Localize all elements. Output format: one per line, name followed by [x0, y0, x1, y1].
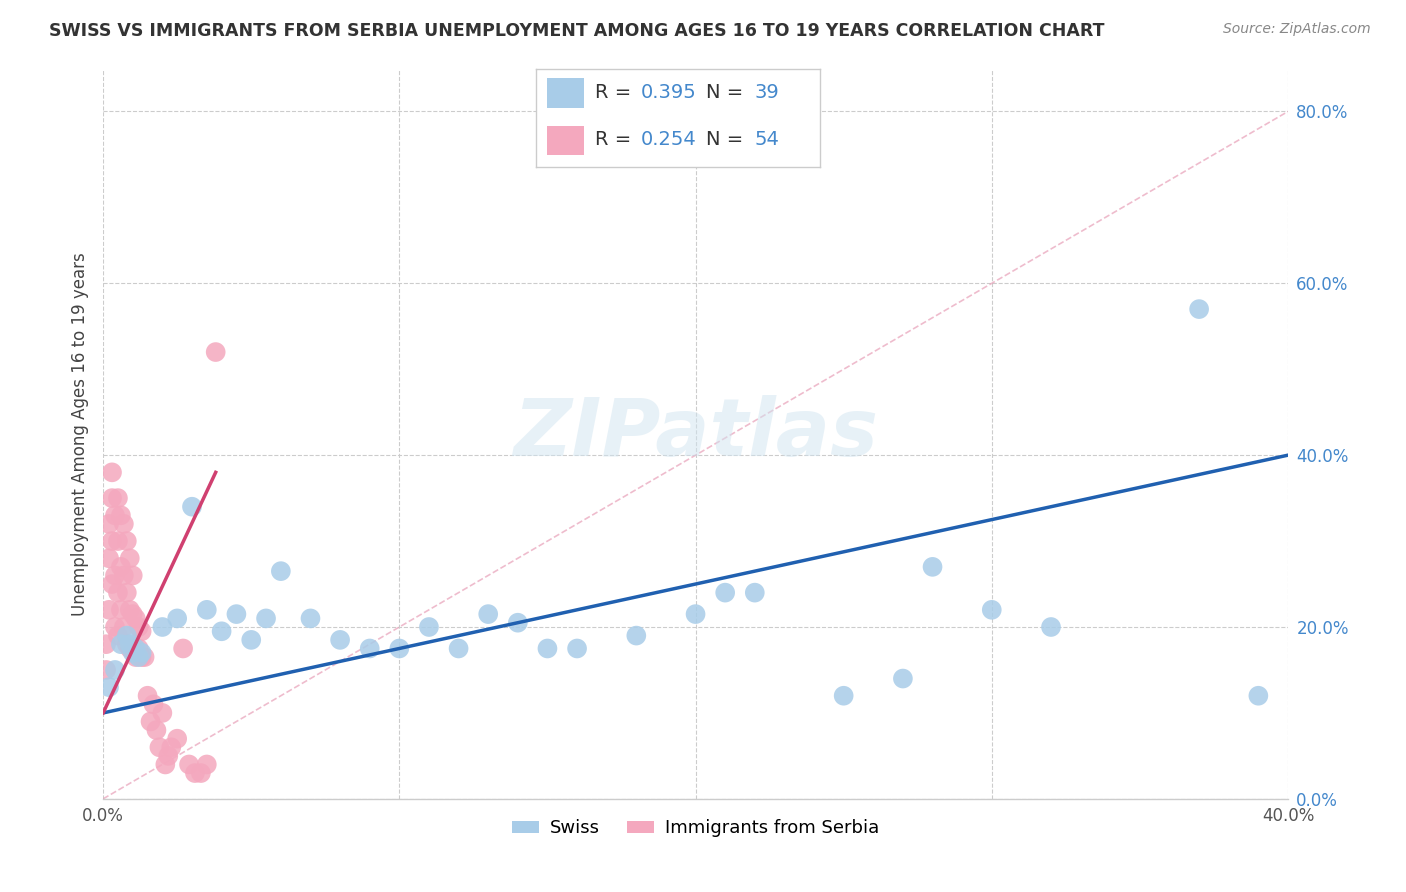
Point: [157, 748, 180, 763]
Point: [131, 624, 153, 639]
Text: SWISS VS IMMIGRANTS FROM SERBIA UNEMPLOYMENT AMONG AGES 16 TO 19 YEARS CORRELATI: SWISS VS IMMIGRANTS FROM SERBIA UNEMPLOY…: [49, 22, 1105, 40]
Point: [166, 611, 188, 625]
Point: [626, 629, 648, 643]
Point: [98, 551, 121, 566]
Point: [134, 650, 156, 665]
Point: [125, 611, 148, 625]
Point: [107, 585, 129, 599]
Text: ZIPatlas: ZIPatlas: [513, 394, 879, 473]
Point: [104, 508, 127, 523]
Point: [150, 620, 173, 634]
Point: [506, 615, 529, 630]
Point: [101, 534, 124, 549]
Point: [744, 585, 766, 599]
Point: [477, 607, 499, 621]
Point: [104, 663, 127, 677]
Point: [110, 559, 132, 574]
Point: [101, 466, 124, 480]
Point: [172, 641, 194, 656]
Point: [1188, 302, 1211, 317]
Point: [115, 585, 138, 599]
Text: Source: ZipAtlas.com: Source: ZipAtlas.com: [1223, 22, 1371, 37]
Point: [139, 714, 162, 729]
Point: [832, 689, 855, 703]
Point: [118, 641, 141, 656]
Point: [107, 629, 129, 643]
Point: [150, 706, 173, 720]
Point: [148, 740, 170, 755]
Point: [118, 603, 141, 617]
Point: [128, 620, 150, 634]
Point: [921, 559, 943, 574]
Legend: Swiss, Immigrants from Serbia: Swiss, Immigrants from Serbia: [505, 812, 886, 845]
Point: [104, 568, 127, 582]
Point: [195, 757, 218, 772]
Point: [101, 491, 124, 505]
Y-axis label: Unemployment Among Ages 16 to 19 years: Unemployment Among Ages 16 to 19 years: [72, 252, 89, 615]
Point: [125, 650, 148, 665]
Point: [204, 345, 226, 359]
Point: [115, 637, 138, 651]
Point: [254, 611, 277, 625]
Point: [131, 650, 153, 665]
Point: [329, 632, 352, 647]
Point: [115, 534, 138, 549]
Point: [177, 757, 200, 772]
Point: [118, 637, 141, 651]
Point: [94, 663, 117, 677]
Point: [110, 637, 132, 651]
Point: [270, 564, 292, 578]
Point: [418, 620, 440, 634]
Point: [166, 731, 188, 746]
Point: [128, 650, 150, 665]
Point: [359, 641, 381, 656]
Point: [211, 624, 233, 639]
Point: [299, 611, 322, 625]
Point: [112, 516, 135, 531]
Point: [225, 607, 247, 621]
Point: [447, 641, 470, 656]
Point: [98, 603, 121, 617]
Point: [195, 603, 218, 617]
Point: [98, 516, 121, 531]
Point: [565, 641, 588, 656]
Point: [121, 641, 143, 656]
Point: [94, 637, 117, 651]
Point: [98, 680, 121, 694]
Point: [107, 534, 129, 549]
Point: [101, 577, 124, 591]
Point: [980, 603, 1002, 617]
Point: [184, 766, 207, 780]
Point: [107, 491, 129, 505]
Point: [104, 620, 127, 634]
Point: [181, 500, 204, 514]
Point: [118, 551, 141, 566]
Point: [121, 646, 143, 660]
Point: [155, 757, 177, 772]
Point: [1247, 689, 1270, 703]
Point: [110, 508, 132, 523]
Point: [1040, 620, 1063, 634]
Point: [714, 585, 737, 599]
Point: [112, 620, 135, 634]
Point: [136, 689, 159, 703]
Point: [536, 641, 558, 656]
Point: [121, 568, 143, 582]
Point: [891, 672, 914, 686]
Point: [110, 603, 132, 617]
Point: [388, 641, 411, 656]
Point: [121, 607, 143, 621]
Point: [145, 723, 167, 737]
Point: [160, 740, 183, 755]
Point: [115, 629, 138, 643]
Point: [125, 641, 148, 656]
Point: [685, 607, 707, 621]
Point: [190, 766, 212, 780]
Point: [240, 632, 263, 647]
Point: [128, 641, 150, 656]
Point: [131, 646, 153, 660]
Point: [142, 698, 165, 712]
Point: [112, 568, 135, 582]
